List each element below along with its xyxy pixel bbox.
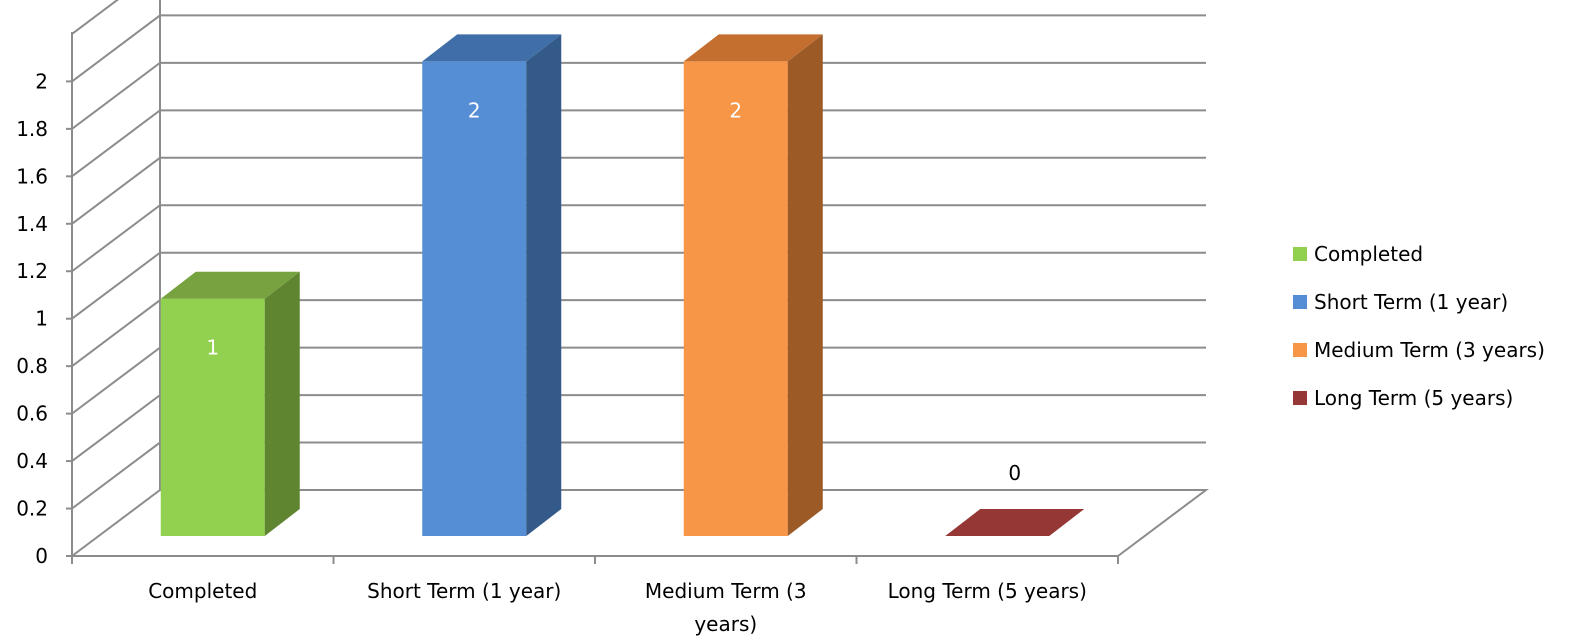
bar-front: [422, 61, 527, 537]
bar-side: [264, 271, 300, 536]
y-tick-label: 1.4: [16, 212, 48, 236]
floor: [71, 489, 1209, 557]
bar-front: [160, 298, 265, 536]
bar-top: [422, 34, 562, 62]
gridline: [71, 156, 1206, 225]
legend-item-completed: Completed: [1293, 230, 1545, 278]
y-tick-label: 1.2: [16, 259, 48, 283]
legend-swatch: [1293, 295, 1307, 309]
x-category-label: Completed: [148, 579, 257, 603]
legend-label: Short Term (1 year): [1314, 290, 1509, 314]
bar-top: [945, 509, 1085, 536]
legend-label: Completed: [1314, 242, 1424, 266]
legend: Completed Short Term (1 year) Medium Ter…: [1293, 230, 1545, 422]
y-tick-label: 0.6: [16, 402, 48, 426]
legend-swatch: [1293, 343, 1307, 357]
x-category-label: Medium Term (3: [645, 579, 807, 603]
bar-side: [787, 34, 823, 537]
gridline: [71, 109, 1206, 178]
y-tick-label: 1: [35, 307, 48, 331]
legend-swatch: [1293, 247, 1307, 261]
data-label: 2: [729, 98, 742, 122]
legend-label: Medium Term (3 years): [1314, 338, 1545, 362]
data-label: 0: [1008, 461, 1021, 485]
y-tick-label: 2: [35, 69, 48, 93]
legend-label: Long Term (5 years): [1314, 386, 1514, 410]
legend-item-medium-term: Medium Term (3 years): [1293, 326, 1545, 374]
legend-item-short-term: Short Term (1 year): [1293, 278, 1545, 326]
y-tick-label: 0.4: [16, 449, 48, 473]
gridline: [71, 0, 119, 35]
y-tick-label: 0.8: [16, 354, 48, 378]
legend-item-long-term: Long Term (5 years): [1293, 374, 1545, 422]
gridline: [71, 14, 1206, 83]
data-label: 2: [468, 98, 481, 122]
x-category-label: Short Term (1 year): [367, 579, 561, 603]
y-tick-label: 1.6: [16, 164, 48, 188]
y-tick-label: 1.8: [16, 117, 48, 141]
bar-top: [683, 34, 823, 62]
gridline: [71, 204, 1206, 273]
x-category-label: Long Term (5 years): [888, 579, 1087, 603]
bar-top: [160, 271, 300, 299]
x-category-label: years): [694, 612, 757, 636]
y-tick-label: 0: [35, 544, 48, 568]
bar-front: [683, 61, 788, 537]
y-tick-label: 0.2: [16, 497, 48, 521]
legend-swatch: [1293, 391, 1307, 405]
gridline: [71, 61, 1206, 130]
bar-side: [526, 34, 562, 537]
data-label: 1: [206, 336, 219, 360]
